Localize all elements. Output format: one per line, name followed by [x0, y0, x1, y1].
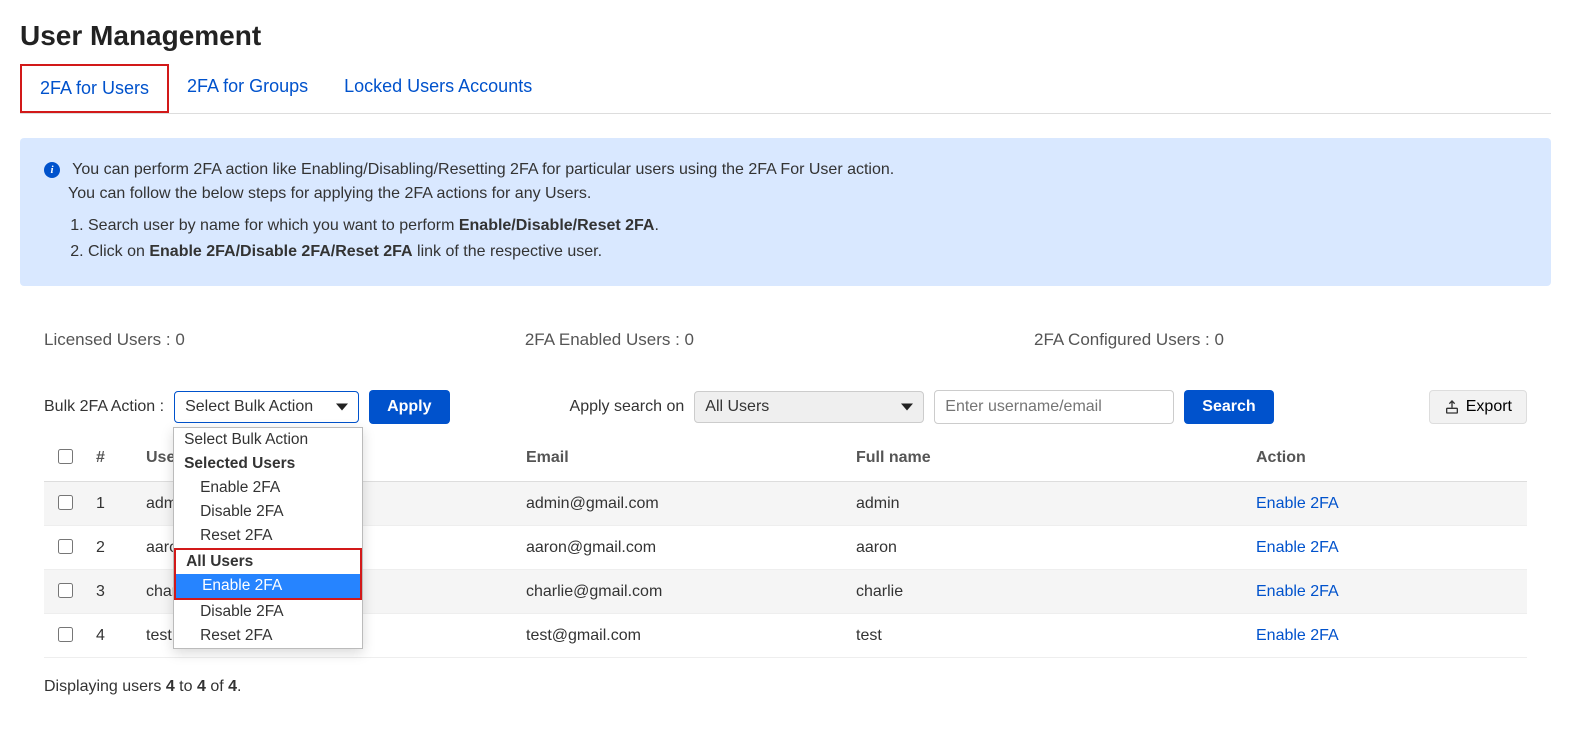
- dropdown-opt-placeholder[interactable]: Select Bulk Action: [174, 428, 362, 452]
- stat-configured-label: 2FA Configured Users :: [1034, 330, 1210, 349]
- stat-licensed: Licensed Users : 0: [44, 330, 185, 350]
- stat-licensed-label: Licensed Users :: [44, 330, 171, 349]
- select-all-checkbox[interactable]: [58, 449, 73, 464]
- chevron-down-icon: [336, 404, 348, 411]
- paging-total: 4: [228, 678, 237, 695]
- dropdown-selected-enable[interactable]: Enable 2FA: [174, 476, 362, 500]
- info-step2: Click on Enable 2FA/Disable 2FA/Reset 2F…: [88, 240, 1527, 264]
- row-fullname: charlie: [846, 570, 1246, 614]
- dropdown-selected-disable[interactable]: Disable 2FA: [174, 500, 362, 524]
- info-step1-suffix: .: [654, 217, 658, 234]
- controls-row: Bulk 2FA Action : Select Bulk Action Sel…: [20, 370, 1551, 434]
- apply-search-on-label: Apply search on: [570, 398, 685, 416]
- bulk-action-dropdown: Select Bulk Action Selected Users Enable…: [173, 427, 363, 649]
- col-email: Email: [516, 434, 846, 482]
- stat-configured-value: 0: [1215, 330, 1224, 349]
- row-index: 2: [86, 526, 136, 570]
- info-banner: i You can perform 2FA action like Enabli…: [20, 138, 1551, 286]
- col-index: #: [86, 434, 136, 482]
- tab-2fa-groups[interactable]: 2FA for Groups: [169, 64, 326, 113]
- row-email: aaron@gmail.com: [516, 526, 846, 570]
- dropdown-all-enable[interactable]: Enable 2FA: [176, 574, 360, 598]
- export-icon: [1444, 399, 1460, 415]
- dropdown-group-selected: Selected Users: [174, 452, 362, 476]
- row-action-link[interactable]: Enable 2FA: [1256, 627, 1339, 644]
- tab-2fa-users[interactable]: 2FA for Users: [20, 64, 169, 113]
- stat-enabled: 2FA Enabled Users : 0: [525, 330, 694, 350]
- paging-info: Displaying users 4 to 4 of 4.: [20, 658, 1551, 716]
- row-index: 3: [86, 570, 136, 614]
- info-step1: Search user by name for which you want t…: [88, 214, 1527, 238]
- tabs: 2FA for Users 2FA for Groups Locked User…: [20, 64, 1551, 114]
- info-icon: i: [44, 162, 60, 178]
- row-checkbox[interactable]: [58, 627, 73, 642]
- paging-from: 4: [166, 678, 175, 695]
- search-input[interactable]: [934, 390, 1174, 424]
- export-button-label: Export: [1466, 398, 1512, 416]
- dropdown-all-reset[interactable]: Reset 2FA: [174, 624, 362, 648]
- row-fullname: aaron: [846, 526, 1246, 570]
- stat-enabled-value: 0: [685, 330, 694, 349]
- apply-button[interactable]: Apply: [369, 390, 449, 424]
- col-action: Action: [1246, 434, 1527, 482]
- apply-search-on-select[interactable]: All Users: [694, 391, 924, 423]
- row-action-link[interactable]: Enable 2FA: [1256, 495, 1339, 512]
- bulk-action-label: Bulk 2FA Action :: [44, 398, 164, 416]
- stat-configured: 2FA Configured Users : 0: [1034, 330, 1224, 350]
- search-button[interactable]: Search: [1184, 390, 1273, 424]
- stat-licensed-value: 0: [175, 330, 184, 349]
- paging-mid1: to: [175, 678, 197, 695]
- row-checkbox[interactable]: [58, 583, 73, 598]
- info-line1: You can perform 2FA action like Enabling…: [72, 161, 894, 178]
- info-step1-prefix: Search user by name for which you want t…: [88, 217, 459, 234]
- dropdown-group-all: All Users: [176, 550, 360, 574]
- info-step2-suffix: link of the respective user.: [413, 243, 602, 260]
- col-fullname: Full name: [846, 434, 1246, 482]
- bulk-action-selected: Select Bulk Action: [185, 398, 313, 415]
- row-checkbox[interactable]: [58, 495, 73, 510]
- page-title: User Management: [20, 20, 1551, 52]
- info-step2-bold: Enable 2FA/Disable 2FA/Reset 2FA: [149, 243, 412, 260]
- row-email: test@gmail.com: [516, 614, 846, 658]
- info-step2-prefix: Click on: [88, 243, 149, 260]
- paging-suffix: .: [237, 678, 241, 695]
- stats-row: Licensed Users : 0 2FA Enabled Users : 0…: [20, 310, 1551, 370]
- info-step1-bold: Enable/Disable/Reset 2FA: [459, 217, 655, 234]
- paging-to: 4: [197, 678, 206, 695]
- paging-prefix: Displaying users: [44, 678, 166, 695]
- export-button[interactable]: Export: [1429, 390, 1527, 424]
- row-action-link[interactable]: Enable 2FA: [1256, 583, 1339, 600]
- info-line2: You can follow the below steps for apply…: [68, 182, 591, 206]
- tab-locked-users[interactable]: Locked Users Accounts: [326, 64, 550, 113]
- row-index: 4: [86, 614, 136, 658]
- paging-mid2: of: [206, 678, 228, 695]
- row-email: admin@gmail.com: [516, 482, 846, 526]
- chevron-down-icon: [901, 404, 913, 411]
- apply-search-on-selected: All Users: [705, 398, 769, 415]
- row-action-link[interactable]: Enable 2FA: [1256, 539, 1339, 556]
- dropdown-all-disable[interactable]: Disable 2FA: [174, 600, 362, 624]
- row-email: charlie@gmail.com: [516, 570, 846, 614]
- col-checkbox: [44, 434, 86, 482]
- row-checkbox[interactable]: [58, 539, 73, 554]
- stat-enabled-label: 2FA Enabled Users :: [525, 330, 680, 349]
- row-index: 1: [86, 482, 136, 526]
- row-fullname: admin: [846, 482, 1246, 526]
- dropdown-selected-reset[interactable]: Reset 2FA: [174, 524, 362, 548]
- row-fullname: test: [846, 614, 1246, 658]
- bulk-action-select[interactable]: Select Bulk Action: [174, 391, 359, 423]
